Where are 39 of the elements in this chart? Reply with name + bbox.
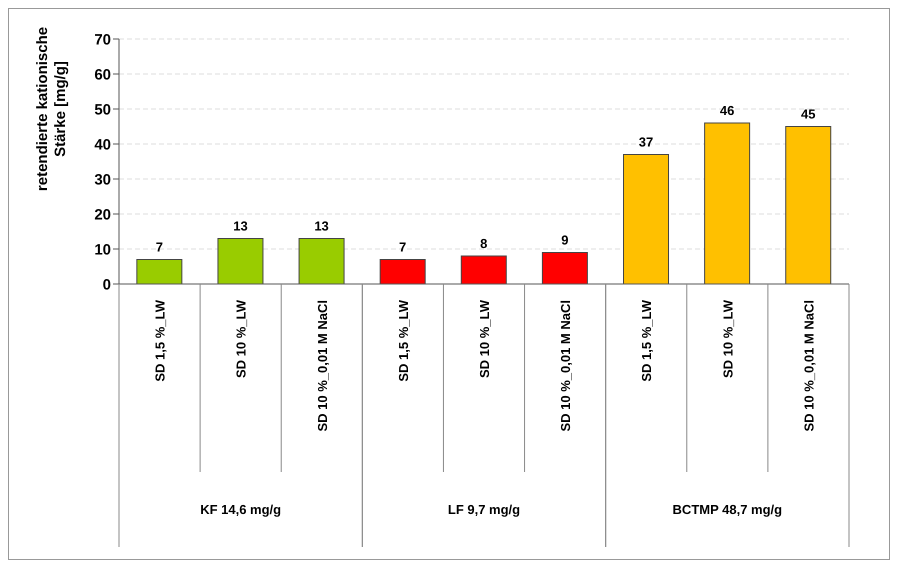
y-tick-label: 0 xyxy=(102,276,111,294)
y-axis-title: retendierte kationische Stärke [mg/g] xyxy=(34,26,69,192)
data-label: 37 xyxy=(638,134,654,150)
bar xyxy=(298,238,345,284)
x-tick-label: SD 10 %_0,01 M NaCl xyxy=(314,300,330,432)
x-tick-label: SD 1,5 %_LW xyxy=(396,299,411,382)
bar xyxy=(136,259,182,284)
data-label: 13 xyxy=(314,218,329,234)
y-tick-label: 50 xyxy=(94,101,111,118)
bar xyxy=(623,154,670,284)
data-label: 46 xyxy=(720,103,734,118)
data-label: 45 xyxy=(801,106,816,122)
text: LF 9,7 mg/g xyxy=(448,502,520,517)
data-label: 7 xyxy=(156,240,163,254)
x-tick-label: SD 1,5 %_LW xyxy=(639,299,654,382)
y-tick-label: 60 xyxy=(94,66,111,84)
bar xyxy=(460,256,507,284)
text: KF 14,6 mg/g xyxy=(200,502,282,517)
bar xyxy=(704,122,750,284)
bar xyxy=(217,238,264,284)
bar xyxy=(542,252,588,284)
y-tick-label: 20 xyxy=(94,206,111,224)
y-tick-label: 30 xyxy=(94,171,111,188)
data-label: 13 xyxy=(233,218,248,234)
x-tick-label: SD 10 %_0,01 M NaCl xyxy=(801,300,816,432)
text: BCTMP 48,7 mg/g xyxy=(672,502,782,517)
y-tick-label: 70 xyxy=(94,31,111,48)
x-tick-label: SD 10 %_0,01 M NaCl xyxy=(558,300,574,432)
data-label: 7 xyxy=(399,240,406,254)
x-tick-label: SD 10 %_LW xyxy=(477,299,492,378)
data-label: 9 xyxy=(561,232,569,248)
x-tick-label: SD 1,5 %_LW xyxy=(152,299,168,382)
y-tick-label: 40 xyxy=(94,136,111,154)
bar xyxy=(785,126,832,284)
y-tick-label: 10 xyxy=(94,241,111,258)
x-tick-label: SD 10 %_LW xyxy=(234,299,249,378)
bar xyxy=(380,259,426,284)
data-label: 8 xyxy=(480,236,488,251)
x-tick-label: SD 10 %_LW xyxy=(720,299,736,378)
